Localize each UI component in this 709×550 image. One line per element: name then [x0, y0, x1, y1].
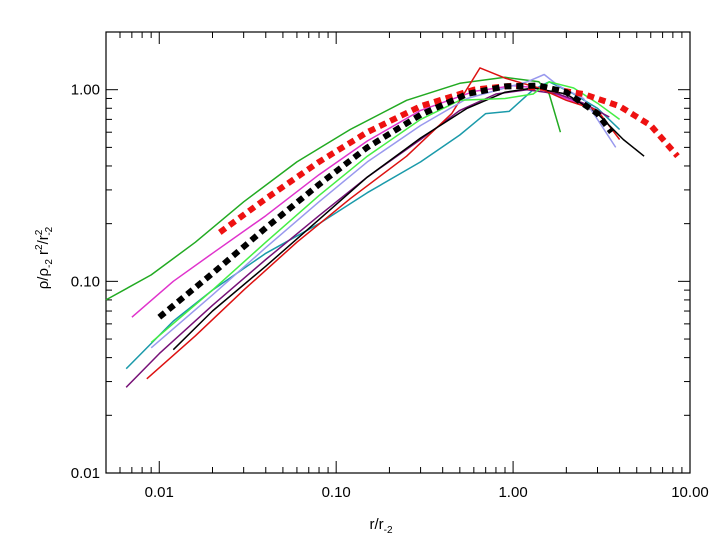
series-line-5	[146, 67, 621, 380]
x-axis-title-sub: -2	[384, 525, 393, 536]
y-axis-title-sup1: 2	[34, 244, 45, 250]
y-tick-label: 1.00	[71, 82, 100, 99]
series-layer	[105, 67, 680, 388]
axis-ticks	[105, 31, 691, 474]
x-tick-label: 1.00	[498, 484, 527, 501]
x-tick-label: 0.10	[322, 484, 351, 501]
y-axis-title-sub1: -2	[44, 259, 55, 268]
y-tick-label: 0.01	[71, 465, 100, 482]
y-axis-title-part3: /r	[35, 235, 52, 244]
y-axis-title-part2: r	[35, 250, 52, 259]
plot-frame	[105, 31, 691, 474]
y-axis-title-sup2: 2	[34, 229, 45, 235]
series-line-7	[150, 73, 617, 349]
series-line-3	[125, 81, 621, 370]
x-axis-title: r/r-2	[369, 516, 393, 536]
series-line-9	[218, 82, 680, 235]
y-axis-title: ρ/ρ-2 r2/r2-2	[34, 226, 55, 289]
x-tick-label: 10.00	[671, 484, 709, 501]
series-line-1	[105, 76, 562, 301]
x-axis-title-main: r/r	[369, 516, 383, 533]
y-tick-label: 0.10	[71, 273, 100, 290]
y-axis-title-sub2: -2	[44, 226, 55, 235]
y-axis-title-part1: ρ/ρ	[35, 268, 52, 289]
series-line-4	[125, 88, 610, 388]
x-tick-label: 0.01	[145, 484, 174, 501]
tick-labels: 0.01 0.10 1.00 10.00 0.01 0.10 1.00	[71, 82, 709, 501]
